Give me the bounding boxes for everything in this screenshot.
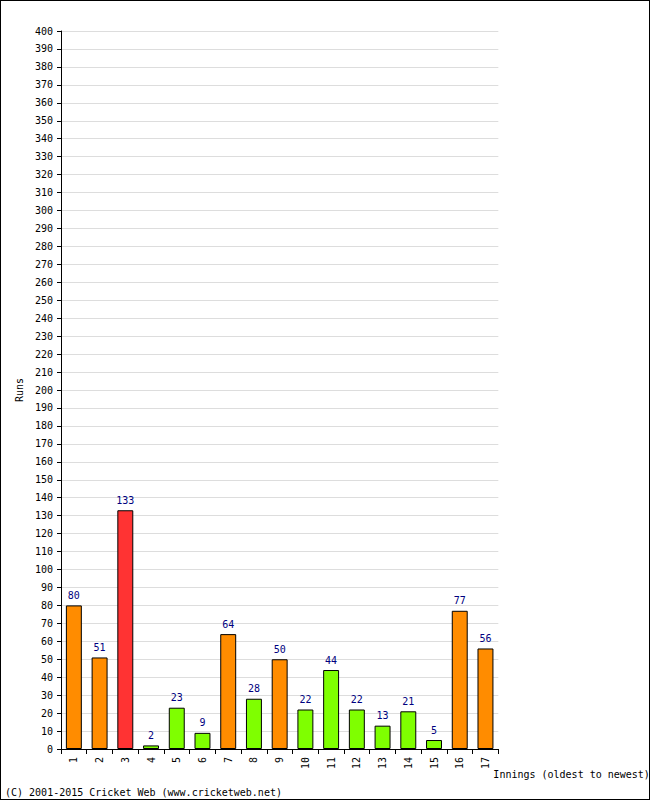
svg-text:8: 8 — [248, 757, 259, 763]
svg-text:370: 370 — [35, 79, 53, 90]
svg-text:210: 210 — [35, 367, 53, 378]
svg-text:230: 230 — [35, 331, 53, 342]
svg-text:160: 160 — [35, 456, 53, 467]
svg-text:380: 380 — [35, 61, 53, 72]
svg-text:100: 100 — [35, 564, 53, 575]
svg-text:50: 50 — [41, 654, 53, 665]
svg-text:320: 320 — [35, 169, 53, 180]
svg-text:6: 6 — [197, 757, 208, 763]
svg-text:40: 40 — [41, 672, 53, 683]
svg-text:190: 190 — [35, 402, 53, 413]
svg-text:5: 5 — [171, 757, 182, 763]
svg-text:14: 14 — [403, 757, 414, 769]
svg-text:10: 10 — [300, 757, 311, 769]
svg-text:23: 23 — [171, 692, 183, 703]
svg-text:5: 5 — [431, 725, 437, 736]
svg-text:1: 1 — [68, 757, 79, 763]
svg-text:70: 70 — [41, 618, 53, 629]
svg-text:130: 130 — [35, 510, 53, 521]
svg-text:13: 13 — [377, 757, 388, 769]
svg-text:220: 220 — [35, 349, 53, 360]
svg-text:80: 80 — [41, 600, 53, 611]
svg-text:80: 80 — [68, 590, 80, 601]
svg-text:140: 140 — [35, 492, 53, 503]
svg-text:280: 280 — [35, 241, 53, 252]
svg-text:10: 10 — [41, 726, 53, 737]
svg-text:300: 300 — [35, 205, 53, 216]
svg-text:77: 77 — [454, 595, 466, 606]
svg-text:150: 150 — [35, 474, 53, 485]
svg-text:16: 16 — [454, 757, 465, 769]
svg-text:15: 15 — [429, 757, 440, 769]
svg-text:0: 0 — [47, 744, 53, 755]
svg-text:90: 90 — [41, 582, 53, 593]
svg-text:21: 21 — [402, 696, 414, 707]
svg-text:390: 390 — [35, 43, 53, 54]
svg-text:22: 22 — [351, 694, 363, 705]
svg-text:7: 7 — [223, 757, 234, 763]
svg-text:2: 2 — [94, 757, 105, 763]
svg-text:110: 110 — [35, 546, 53, 557]
svg-text:20: 20 — [41, 708, 53, 719]
svg-text:30: 30 — [41, 690, 53, 701]
svg-text:60: 60 — [41, 636, 53, 647]
svg-text:180: 180 — [35, 420, 53, 431]
svg-text:133: 133 — [116, 495, 134, 506]
svg-text:44: 44 — [325, 655, 337, 666]
svg-text:12: 12 — [351, 757, 362, 769]
svg-text:Runs: Runs — [14, 378, 25, 402]
svg-text:17: 17 — [480, 757, 491, 769]
svg-text:3: 3 — [120, 757, 131, 763]
svg-text:9: 9 — [199, 717, 205, 728]
svg-text:51: 51 — [94, 642, 106, 653]
svg-text:13: 13 — [377, 710, 389, 721]
svg-text:Innings (oldest to newest): Innings (oldest to newest) — [493, 769, 649, 780]
svg-text:250: 250 — [35, 295, 53, 306]
svg-text:9: 9 — [274, 757, 285, 763]
svg-text:120: 120 — [35, 528, 53, 539]
svg-text:56: 56 — [479, 633, 491, 644]
svg-text:11: 11 — [326, 757, 337, 769]
svg-text:270: 270 — [35, 259, 53, 270]
svg-text:400: 400 — [35, 26, 53, 37]
svg-text:240: 240 — [35, 313, 53, 324]
svg-text:2: 2 — [148, 730, 154, 741]
svg-text:360: 360 — [35, 97, 53, 108]
svg-text:22: 22 — [299, 694, 311, 705]
svg-text:4: 4 — [146, 757, 157, 763]
svg-text:350: 350 — [35, 115, 53, 126]
svg-text:50: 50 — [274, 644, 286, 655]
svg-text:310: 310 — [35, 187, 53, 198]
svg-text:200: 200 — [35, 385, 53, 396]
svg-text:330: 330 — [35, 151, 53, 162]
svg-text:(C) 2001-2015 Cricket Web (www: (C) 2001-2015 Cricket Web (www.cricketwe… — [5, 787, 282, 798]
svg-text:28: 28 — [248, 683, 260, 694]
svg-text:340: 340 — [35, 133, 53, 144]
svg-text:170: 170 — [35, 438, 53, 449]
svg-text:260: 260 — [35, 277, 53, 288]
svg-text:290: 290 — [35, 223, 53, 234]
svg-text:64: 64 — [222, 619, 234, 630]
